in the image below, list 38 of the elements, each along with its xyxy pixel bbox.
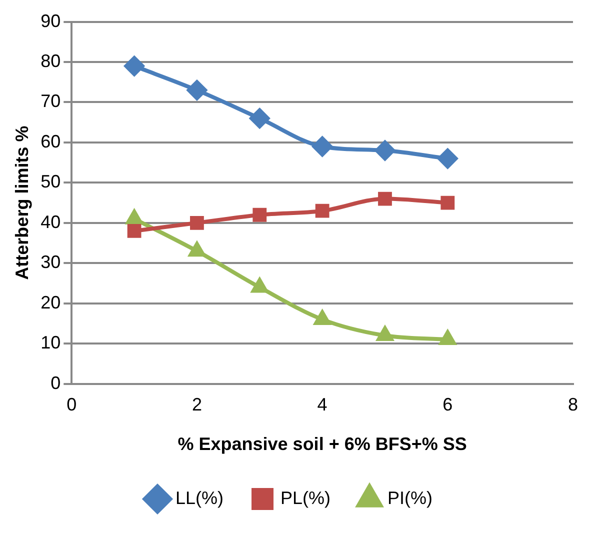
point <box>250 108 270 128</box>
y-tick-label: 70 <box>40 91 61 112</box>
point <box>126 210 142 224</box>
point <box>252 208 267 222</box>
y-tick-label: 90 <box>40 10 61 31</box>
point <box>252 278 268 293</box>
y-axis-title: Atterberg limits % <box>12 126 32 280</box>
y-tick-label: 30 <box>40 252 61 272</box>
point <box>190 216 204 230</box>
y-tick-label: 80 <box>40 50 61 71</box>
point <box>314 310 330 325</box>
point <box>440 196 455 210</box>
point <box>315 204 330 218</box>
x-tick-label: 4 <box>317 394 328 415</box>
x-tick-label: 8 <box>568 394 578 415</box>
y-tick-label: 10 <box>40 332 61 353</box>
x-axis-title: % Expansive soil + 6% BFS+% SS <box>178 434 467 454</box>
legend-label: PI(%) <box>388 488 433 508</box>
y-tick-label: 20 <box>40 292 61 312</box>
x-tick-label: 2 <box>192 394 202 415</box>
y-tick-label: 0 <box>50 372 61 393</box>
point <box>440 330 456 346</box>
point <box>376 326 394 342</box>
x-tick-label: 0 <box>66 394 77 415</box>
point <box>312 136 332 156</box>
point <box>438 148 458 169</box>
y-tick-label: 50 <box>40 172 61 192</box>
legend-label: PL(%) <box>280 488 331 508</box>
point <box>374 140 395 161</box>
y-tick-label: 60 <box>40 131 61 152</box>
point <box>188 242 206 257</box>
x-tick-label: 6 <box>442 394 453 415</box>
point <box>186 80 207 100</box>
legend-label: LL(%) <box>175 488 224 508</box>
y-tick-label: 40 <box>40 212 61 232</box>
point <box>124 56 144 76</box>
point <box>378 192 392 206</box>
point <box>127 224 142 238</box>
